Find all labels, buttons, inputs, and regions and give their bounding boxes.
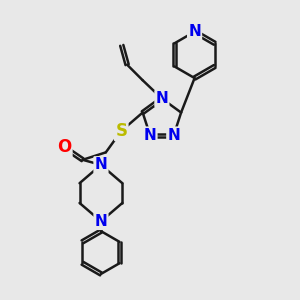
Text: N: N xyxy=(144,128,156,142)
Text: N: N xyxy=(167,128,180,142)
Text: O: O xyxy=(57,138,71,156)
Text: S: S xyxy=(115,122,127,140)
Text: N: N xyxy=(155,91,168,106)
Text: N: N xyxy=(94,158,107,172)
Text: N: N xyxy=(188,24,201,39)
Text: N: N xyxy=(94,214,107,229)
